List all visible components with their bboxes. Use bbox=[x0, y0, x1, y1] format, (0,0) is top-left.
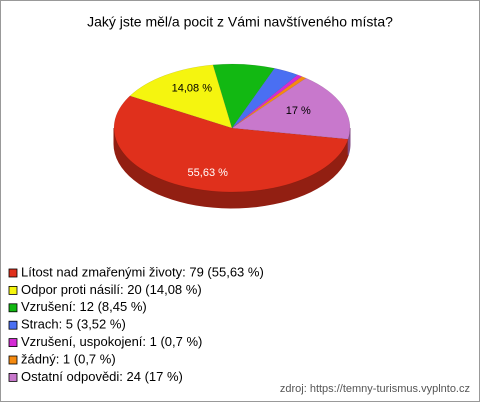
pie-slice bbox=[113, 95, 349, 193]
data-label: 14,08 % bbox=[172, 82, 213, 94]
data-label: 17 % bbox=[286, 105, 311, 117]
legend-label: žádný: 1 (0,7 %) bbox=[21, 351, 116, 366]
legend-swatch bbox=[8, 372, 18, 382]
pie-tops bbox=[113, 63, 351, 193]
pie-slice bbox=[129, 64, 233, 129]
legend-label: Ostatní odpovědi: 24 (17 %) bbox=[21, 369, 183, 384]
legend-swatch bbox=[8, 338, 18, 348]
source: zdroj: https://temny-turismus.vyplnto.cz bbox=[280, 383, 470, 395]
legend-swatch bbox=[8, 303, 18, 313]
legend-swatch bbox=[8, 285, 18, 295]
legend-label: Vzrušení: 12 (8,45 %) bbox=[21, 299, 147, 314]
legend-swatch bbox=[8, 320, 18, 330]
legend-swatch bbox=[8, 268, 18, 278]
pie-slice bbox=[231, 68, 299, 129]
data-label: 55,63 % bbox=[188, 167, 229, 179]
chart-title: Jaký jste měl/a pocit z Vámi navštívenéh… bbox=[87, 14, 393, 30]
pie-slice bbox=[231, 74, 303, 129]
pie-slice bbox=[231, 76, 307, 129]
legend-swatch bbox=[8, 355, 18, 365]
pie-slice bbox=[212, 63, 276, 129]
legend-label: Strach: 5 (3,52 %) bbox=[21, 317, 126, 332]
legend-label: Odpor proti násilí: 20 (14,08 %) bbox=[21, 282, 202, 297]
legend-label: Vzrušení, uspokojení: 1 (0,7 %) bbox=[21, 334, 202, 349]
pie-slice bbox=[231, 77, 351, 140]
legend-label: Lítost nad zmařenými životy: 79 (55,63 %… bbox=[21, 264, 264, 279]
